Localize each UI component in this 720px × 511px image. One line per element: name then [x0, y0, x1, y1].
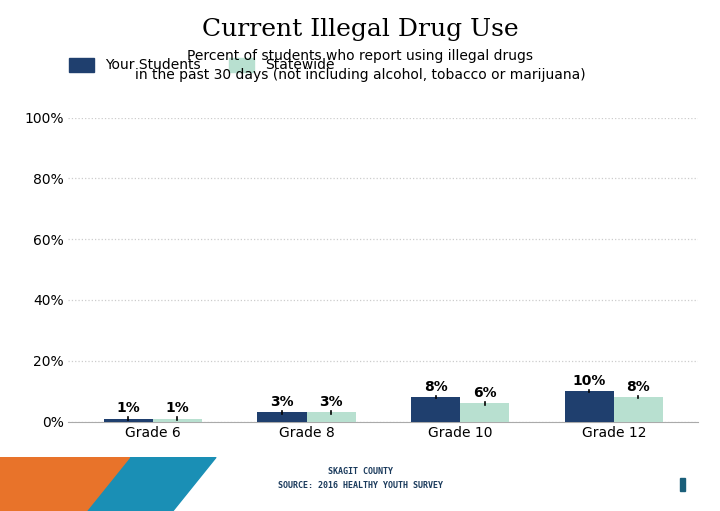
Text: 8%: 8% [424, 380, 448, 393]
Bar [460, 403, 510, 422]
Polygon shape [0, 457, 130, 511]
Bar [258, 412, 307, 422]
Text: SKAGIT COUNTY
SOURCE: 2016 HEALTHY YOUTH SURVEY: SKAGIT COUNTY SOURCE: 2016 HEALTHY YOUTH… [277, 468, 443, 490]
Text: 3%: 3% [270, 395, 294, 409]
Text: 1%: 1% [117, 401, 140, 415]
Bar [307, 412, 356, 422]
Bar [411, 397, 460, 422]
Text: 3%: 3% [320, 395, 343, 409]
Bar [104, 419, 153, 422]
Text: Current Illegal Drug Use: Current Illegal Drug Use [202, 18, 518, 41]
Bar [564, 391, 614, 422]
Polygon shape [86, 457, 216, 511]
Legend: Your Students, Statewide: Your Students, Statewide [69, 58, 334, 73]
Text: 8%: 8% [626, 380, 650, 393]
Text: Percent of students who report using illegal drugs
in the past 30 days (not incl: Percent of students who report using ill… [135, 49, 585, 82]
Bar [614, 397, 663, 422]
Text: 10%: 10% [572, 374, 606, 387]
Text: 1%: 1% [166, 401, 189, 415]
Text: 6%: 6% [473, 386, 497, 400]
Bar [680, 478, 685, 491]
Bar [153, 419, 202, 422]
